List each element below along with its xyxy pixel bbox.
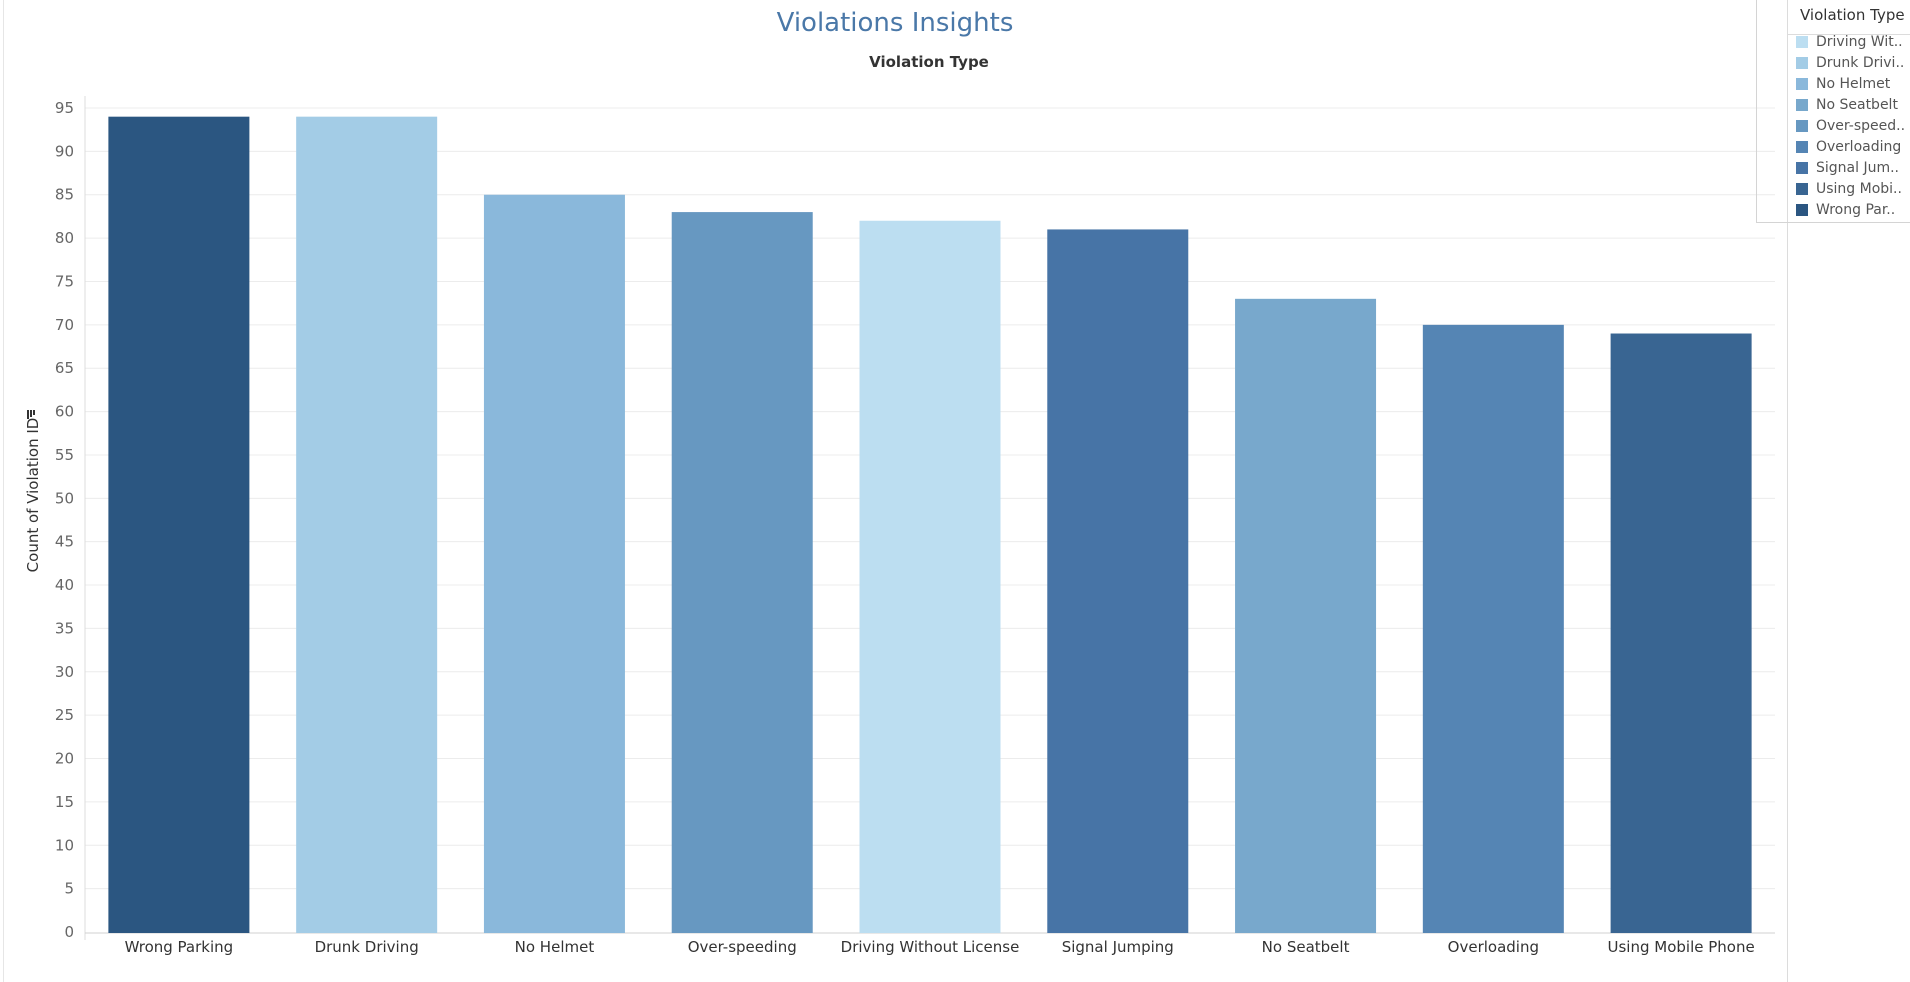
y-tick-label: 50 <box>55 489 74 507</box>
x-tick-label: Using Mobile Phone <box>1608 938 1755 956</box>
legend-swatch <box>1796 183 1808 195</box>
x-tick-label: Driving Without License <box>841 938 1020 956</box>
chart-title: Violations Insights <box>776 8 1014 38</box>
legend-label: Overloading <box>1816 139 1902 155</box>
y-tick-label: 20 <box>55 750 74 768</box>
legend-label: No Helmet <box>1816 76 1891 92</box>
legend-item[interactable]: Wrong Par.. <box>1796 201 1908 219</box>
legend-item[interactable]: Driving Wit.. <box>1796 33 1908 51</box>
bar[interactable] <box>671 212 813 933</box>
legend-title: Violation Type <box>1800 6 1905 24</box>
y-axis-title: Count of Violation ID <box>24 418 42 573</box>
bar[interactable] <box>108 116 250 933</box>
legend-label: Wrong Par.. <box>1816 202 1896 218</box>
legend-label: Over-speed.. <box>1816 118 1906 134</box>
legend-item[interactable]: Signal Jum.. <box>1796 159 1908 177</box>
y-tick-label: 40 <box>55 576 74 594</box>
sort-icon[interactable] <box>27 410 35 419</box>
y-tick-label: 95 <box>55 99 74 117</box>
legend-item[interactable]: Drunk Drivi.. <box>1796 54 1908 72</box>
y-tick-label: 80 <box>55 229 74 247</box>
legend-item[interactable]: Overloading <box>1796 138 1908 156</box>
bar[interactable] <box>1235 298 1377 933</box>
x-tick-label: No Seatbelt <box>1262 938 1350 956</box>
y-tick-label: 90 <box>55 142 74 160</box>
x-tick-label: Wrong Parking <box>125 938 234 956</box>
legend-label: Driving Wit.. <box>1816 34 1903 50</box>
legend-swatch <box>1796 36 1808 48</box>
legend-swatch <box>1796 162 1808 174</box>
bar[interactable] <box>859 220 1001 934</box>
x-tick-label: Signal Jumping <box>1062 938 1174 956</box>
legend-item[interactable]: Using Mobi.. <box>1796 180 1908 198</box>
legend-divider <box>1787 34 1910 35</box>
legend-swatch <box>1796 141 1808 153</box>
y-tick-label: 65 <box>55 359 74 377</box>
y-tick-label: 35 <box>55 619 74 637</box>
legend-item[interactable]: Over-speed.. <box>1796 117 1908 135</box>
legend-label: Drunk Drivi.. <box>1816 55 1905 71</box>
x-tick-label: Overloading <box>1448 938 1539 956</box>
x-tick-label: Drunk Driving <box>315 938 419 956</box>
legend-item[interactable]: No Seatbelt <box>1796 96 1908 114</box>
legend-swatch <box>1796 78 1808 90</box>
y-tick-label: 25 <box>55 706 74 724</box>
legend-box <box>1756 0 1910 223</box>
legend-swatch <box>1796 99 1808 111</box>
y-tick-label: 5 <box>64 880 74 898</box>
legend-label: Signal Jum.. <box>1816 160 1899 176</box>
bar[interactable] <box>296 116 438 933</box>
bar[interactable] <box>483 194 625 934</box>
bar-chart: 0 5 10 15 20 25 30 35 40 45 50 55 60 65 70 75 80 85 90 95 Co… <box>24 96 1775 956</box>
y-tick-label: 15 <box>55 793 74 811</box>
column-header: Violation Type <box>869 53 989 71</box>
x-tick-label: No Helmet <box>515 938 595 956</box>
left-border <box>3 0 4 982</box>
x-tick-label: Over-speeding <box>688 938 797 956</box>
y-tick-label: 85 <box>55 186 74 204</box>
legend-label: No Seatbelt <box>1816 97 1898 113</box>
y-tick-label: 60 <box>55 403 74 421</box>
y-tick-label: 55 <box>55 446 74 464</box>
y-tick-label: 10 <box>55 836 74 854</box>
y-tick-label: 75 <box>55 272 74 290</box>
legend-label: Using Mobi.. <box>1816 181 1902 197</box>
legend-item[interactable]: No Helmet <box>1796 75 1908 93</box>
legend-swatch <box>1796 120 1808 132</box>
bar[interactable] <box>1610 333 1752 934</box>
y-tick-label: 45 <box>55 533 74 551</box>
y-tick-label: 70 <box>55 316 74 334</box>
y-tick-label: 0 <box>64 923 74 941</box>
legend-swatch <box>1796 204 1808 216</box>
legend-swatch <box>1796 57 1808 69</box>
y-tick-label: 30 <box>55 663 74 681</box>
bar[interactable] <box>1047 229 1189 933</box>
bar[interactable] <box>1422 324 1564 933</box>
